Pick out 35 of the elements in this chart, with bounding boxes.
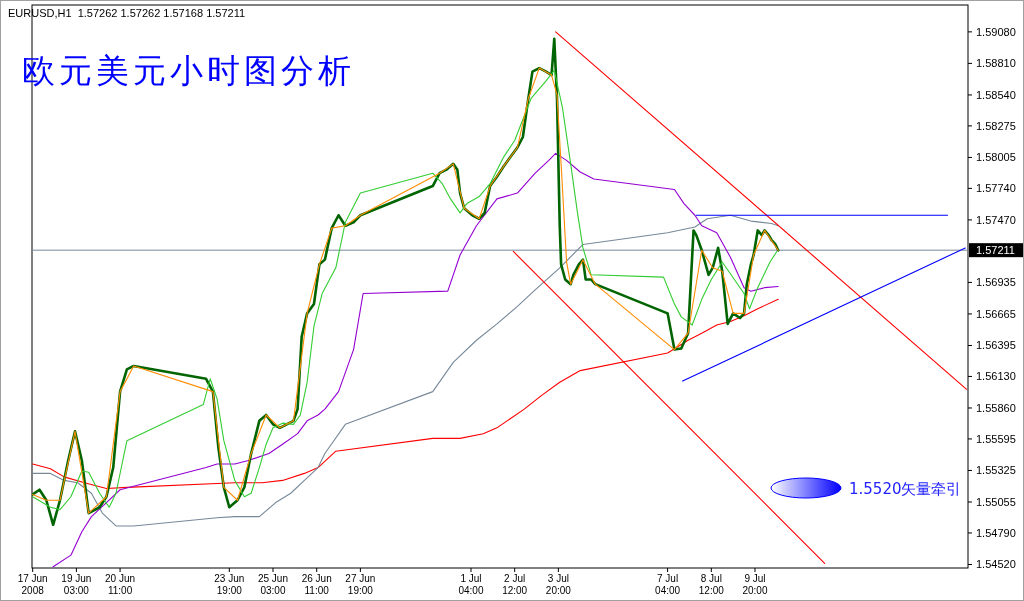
x-tick-label: 2 Jul 12:00 — [502, 573, 528, 596]
x-tick-label: 3 Jul 20:00 — [545, 573, 572, 596]
y-tick-label: 1.56395 — [976, 339, 1016, 352]
y-tick-label: 1.58005 — [976, 151, 1016, 164]
y-tick-label: 1.56130 — [976, 370, 1016, 383]
x-tick-label: 7 Jul 04:00 — [655, 573, 681, 596]
chart-subtitle: EURUSD,H1 1.57262 1.57262 1.57168 1.57211 — [8, 7, 246, 19]
x-tick-label: 1 Jul 04:00 — [458, 573, 484, 596]
ref-line-label: 1.57211 — [976, 244, 1015, 257]
x-tick-label: 26 Jun 11:00 — [301, 573, 332, 596]
x-tick-label: 23 Jun 19:00 — [214, 573, 245, 596]
x-tick-label: 20 Jun 11:00 — [105, 573, 136, 596]
x-tick-label: 8 Jul 12:00 — [698, 573, 725, 596]
x-tick-label: 19 Jun 03:00 — [61, 573, 92, 596]
y-tick-label: 1.59080 — [976, 25, 1016, 38]
y-tick-label: 1.55055 — [976, 496, 1016, 509]
text: 欧元美元小时图分析 — [22, 51, 355, 90]
x-tick-label: 9 Jul 20:00 — [742, 573, 768, 596]
y-tick-label: 1.55595 — [976, 432, 1016, 445]
annotation: 1.5520矢量牵引 — [849, 480, 962, 498]
y-tick-label: 1.54520 — [976, 558, 1016, 571]
y-tick-label: 1.58275 — [976, 119, 1016, 132]
y-tick-label: 1.58540 — [976, 88, 1016, 101]
y-tick-label: 1.57470 — [976, 213, 1016, 226]
y-tick-label: 1.56935 — [976, 276, 1016, 289]
y-tick-label: 1.56665 — [976, 307, 1016, 320]
y-tick-label: 1.57740 — [976, 182, 1016, 195]
y-tick-label: 1.55860 — [976, 401, 1016, 414]
y-tick-label: 1.54790 — [976, 526, 1016, 539]
x-tick-label: 17 Jun 2008 — [17, 573, 48, 596]
line-series — [52, 152, 779, 568]
y-tick-label: 1.58810 — [976, 57, 1016, 70]
x-tick-label: 27 Jun 19:00 — [345, 573, 376, 596]
x-tick-label: 25 Jun 03:00 — [257, 573, 289, 596]
y-tick-label: 1.55325 — [976, 464, 1016, 477]
